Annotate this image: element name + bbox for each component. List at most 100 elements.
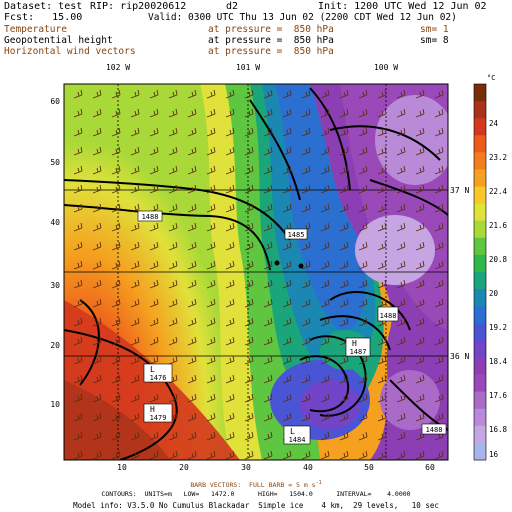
colorbar-segment xyxy=(474,220,486,239)
barb-vectors-exponent: -1 xyxy=(315,480,322,486)
wind-barb xyxy=(130,260,140,270)
wind-barb xyxy=(396,431,406,441)
wind-barb xyxy=(187,89,197,99)
wind-barb xyxy=(73,450,83,460)
wind-barb xyxy=(168,450,178,460)
wind-barb xyxy=(396,450,406,460)
wind-barb xyxy=(244,279,254,289)
wind-barb xyxy=(187,450,197,460)
wind-barb xyxy=(415,222,425,232)
wind-barb xyxy=(130,336,140,346)
wind-barb xyxy=(320,450,330,460)
wind-barb xyxy=(73,317,83,327)
colorbar-label: 16.8 xyxy=(489,425,508,434)
wind-barb xyxy=(282,412,292,422)
wind-barb xyxy=(377,412,387,422)
y-tick: 10 xyxy=(50,400,60,409)
colorbar-segment xyxy=(474,101,486,119)
wind-barb xyxy=(320,412,330,422)
wind-barb xyxy=(282,317,292,327)
wind-barb xyxy=(377,450,387,460)
wind-barb xyxy=(187,108,197,118)
wind-barb xyxy=(396,127,406,137)
wind-barb xyxy=(187,260,197,270)
wind-barb xyxy=(111,146,121,156)
wind-barb xyxy=(206,146,216,156)
wind-barb xyxy=(149,317,159,327)
wind-barb xyxy=(358,393,368,403)
wind-barb xyxy=(206,89,216,99)
wind-barb xyxy=(301,279,311,289)
wind-barb xyxy=(301,450,311,460)
station-dot xyxy=(298,263,304,269)
wind-barb xyxy=(111,412,121,422)
colorbar-segment xyxy=(474,374,486,393)
wind-barb xyxy=(301,108,311,118)
longitude-label: 100 W xyxy=(374,63,398,72)
wind-barb xyxy=(168,317,178,327)
wind-barb xyxy=(130,146,140,156)
wind-barb xyxy=(244,127,254,137)
wind-barb xyxy=(92,260,102,270)
low-marker: L xyxy=(290,427,295,436)
field-temperature: Temperature xyxy=(4,24,67,35)
colorbar-label: 21.6 xyxy=(489,221,508,230)
contour-label: 1485 xyxy=(288,231,305,239)
y-axis-ticks: 10 20 30 40 50 60 xyxy=(50,97,60,409)
x-tick: 50 xyxy=(364,463,374,472)
wind-barb xyxy=(396,298,406,308)
wind-barb xyxy=(225,146,235,156)
y-tick: 60 xyxy=(50,97,60,106)
wind-barb xyxy=(92,222,102,232)
wind-barb xyxy=(320,374,330,384)
wind-barb xyxy=(206,450,216,460)
wind-barb xyxy=(415,355,425,365)
wind-barb xyxy=(149,260,159,270)
wind-barb xyxy=(320,146,330,156)
wind-barb xyxy=(339,317,349,327)
wind-barb xyxy=(377,222,387,232)
wind-barb xyxy=(244,431,254,441)
wind-barb xyxy=(415,184,425,194)
wind-barb xyxy=(73,393,83,403)
wind-barb xyxy=(415,165,425,175)
wind-barb xyxy=(244,165,254,175)
wind-barb xyxy=(149,336,159,346)
wind-barb xyxy=(320,184,330,194)
wind-barb xyxy=(206,431,216,441)
high-marker: H xyxy=(352,339,357,348)
wind-barb xyxy=(130,412,140,422)
wind-barb xyxy=(168,184,178,194)
wind-barb xyxy=(244,317,254,327)
wind-barb xyxy=(130,241,140,251)
wind-barb xyxy=(320,279,330,289)
field-geopotential: Geopotential height xyxy=(4,35,113,46)
wind-barb xyxy=(320,222,330,232)
wind-barb xyxy=(92,108,102,118)
wind-barb xyxy=(187,222,197,232)
wind-barb xyxy=(149,393,159,403)
wind-barb xyxy=(434,241,444,251)
wind-barb xyxy=(396,165,406,175)
wind-barb xyxy=(92,336,102,346)
wind-barb xyxy=(358,89,368,99)
wind-barb xyxy=(301,165,311,175)
wind-barb xyxy=(73,127,83,137)
wind-barb xyxy=(301,241,311,251)
colorbar-segment xyxy=(474,254,486,273)
wind-barb xyxy=(187,431,197,441)
wind-barb xyxy=(358,317,368,327)
forecast-hour: Fcst: 15.00 xyxy=(4,12,83,23)
wind-barb xyxy=(92,393,102,403)
wind-barb xyxy=(225,279,235,289)
y-tick: 40 xyxy=(50,218,60,227)
wind-barb xyxy=(339,184,349,194)
wind-barbs xyxy=(73,89,444,460)
wind-barb xyxy=(415,279,425,289)
wind-barb xyxy=(244,393,254,403)
wind-barb xyxy=(339,108,349,118)
wind-barb xyxy=(320,298,330,308)
wind-barb xyxy=(415,374,425,384)
y-tick: 20 xyxy=(50,341,60,350)
wind-barb xyxy=(320,89,330,99)
